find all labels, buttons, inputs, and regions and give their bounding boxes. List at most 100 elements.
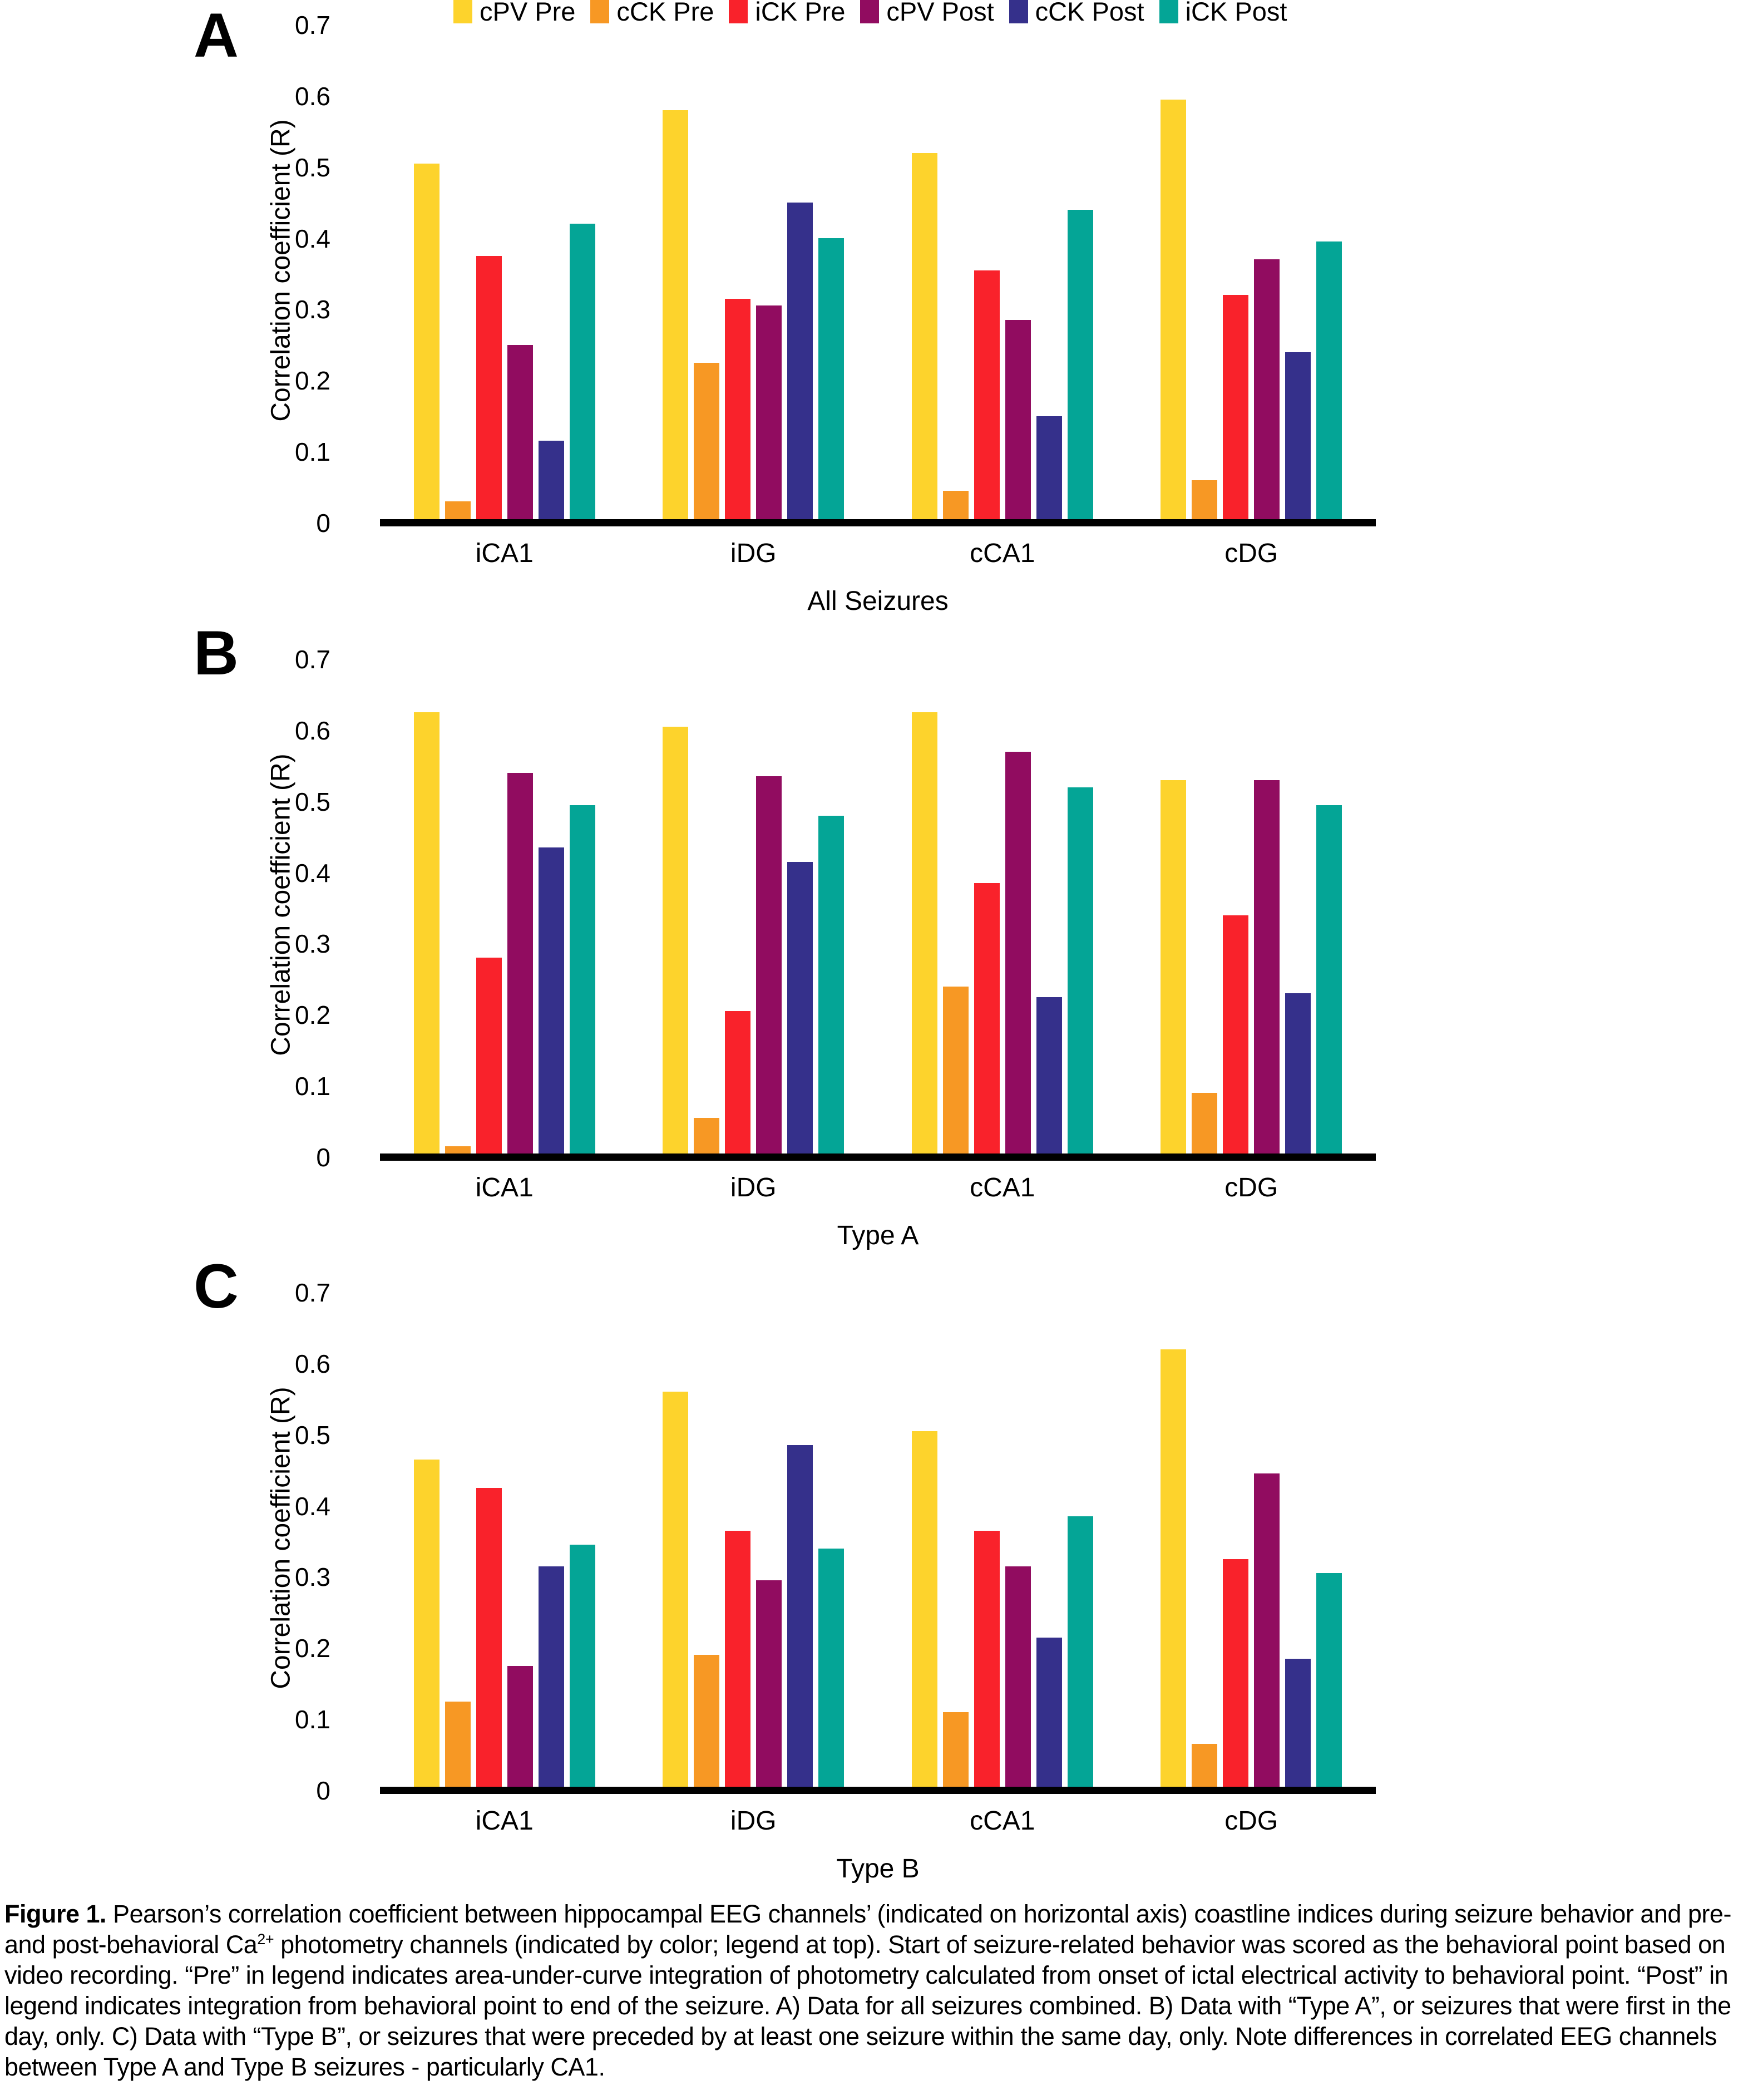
plot-area-c [380,1289,1376,1794]
bar-group-idg [663,655,845,1153]
bar-cpv-pre-cdg [1161,1349,1187,1787]
x-axis-title-a: All Seizures [807,586,949,616]
bar-cck-pre-cca1 [942,986,969,1153]
y-tick-label: 0.5 [295,787,330,816]
bar-cck-pre-cdg [1192,1093,1218,1153]
bar-cck-post-idg [787,861,813,1153]
y-tick-label: 0 [316,1143,330,1172]
bar-cpv-pre-cdg [1161,780,1187,1153]
y-tick-label: 0.3 [295,295,330,324]
bar-ick-pre-idg [725,1530,751,1787]
legend-item-cck-pre: cCK Pre [590,0,714,26]
bar-cpv-pre-cca1 [911,712,937,1153]
bar-ick-post-cca1 [1067,209,1093,519]
x-category-label-cca1: cCA1 [970,1173,1035,1202]
bar-ick-pre-ica1 [476,1488,502,1787]
x-category-label-cca1: cCA1 [970,1806,1035,1836]
bar-cpv-pre-cca1 [911,1431,937,1787]
bar-cck-post-cca1 [1036,997,1062,1153]
y-tick-label: 0 [316,1776,330,1805]
bar-ick-pre-cdg [1223,915,1249,1153]
x-axis-category-labels-c: iCA1 iDG cCA1 cDG [380,1807,1376,1835]
x-category-label-ica1: iCA1 [475,539,534,568]
bar-cck-post-idg [787,203,813,519]
bar-cpv-pre-cca1 [911,152,937,519]
bar-ick-post-ica1 [569,1545,595,1787]
y-tick-label: 0.4 [295,224,330,253]
bar-ick-post-idg [818,238,845,519]
legend-swatch-icon [860,0,880,23]
legend-swatch-icon [1159,0,1178,23]
bar-ick-pre-idg [725,1011,751,1153]
bar-cpv-post-idg [756,776,782,1153]
x-category-label-cca1: cCA1 [970,539,1035,568]
x-axis-title-b: Type A [837,1221,919,1250]
bar-cpv-pre-idg [663,110,689,519]
bar-group-ica1 [413,655,595,1153]
y-axis-ticks-b: 0.7 0.6 0.5 0.4 0.3 0.2 0.1 0 [223,647,356,1170]
x-category-label-idg: iDG [730,1173,777,1202]
bar-ick-pre-cca1 [974,883,1000,1153]
bar-ick-post-cdg [1316,241,1342,519]
bar-cck-pre-cca1 [942,490,969,519]
legend-item-cpv-pre: cPV Pre [453,0,575,26]
x-axis-title-c: Type B [836,1854,920,1884]
bar-cpv-post-ica1 [507,344,533,519]
y-tick-label: 0 [316,509,330,538]
bar-cck-post-cdg [1285,993,1311,1153]
y-tick-label: 0.4 [295,858,330,888]
bar-cck-pre-ica1 [445,501,471,519]
y-tick-label: 0.1 [295,1705,330,1734]
legend-label: iCK Post [1185,0,1287,26]
bar-cpv-pre-idg [663,1392,689,1787]
bar-cpv-post-cca1 [1005,751,1031,1153]
y-tick-label: 0.1 [295,1072,330,1101]
bar-ick-pre-cca1 [974,1530,1000,1787]
bar-cck-pre-cdg [1192,480,1218,519]
x-axis-category-labels-b: iCA1 iDG cCA1 cDG [380,1174,1376,1202]
y-tick-label: 0.2 [295,1634,330,1663]
bar-cck-post-cca1 [1036,1637,1062,1787]
y-tick-label: 0.6 [295,1349,330,1378]
panel-b-type-a: B Correlation coefficient (R) 0.7 0.6 0.5 0… [0,618,1753,1251]
bar-group-ica1 [413,21,595,519]
y-tick-label: 0.7 [295,11,330,40]
bar-cpv-pre-cdg [1161,99,1187,519]
x-category-label-cdg: cDG [1224,1806,1278,1836]
bar-group-cca1 [911,655,1093,1153]
y-tick-label: 0.7 [295,645,330,674]
bar-ick-post-cca1 [1067,1516,1093,1787]
bar-ick-post-cdg [1316,1573,1342,1787]
bar-cpv-pre-ica1 [413,163,440,519]
y-tick-label: 0.2 [295,1000,330,1030]
bar-group-cdg [1161,1289,1342,1787]
bar-cck-post-cdg [1285,352,1311,519]
bar-ick-post-cdg [1316,805,1342,1153]
y-tick-label: 0.7 [295,1278,330,1307]
legend-swatch-icon [590,0,610,23]
bar-cck-post-idg [787,1445,813,1787]
bar-cpv-pre-ica1 [413,712,440,1153]
figure-caption-superscript: 2+ [257,1931,274,1948]
legend-label: cCK Pre [616,0,714,26]
bar-cck-pre-ica1 [445,1701,471,1787]
y-tick-label: 0.5 [295,1420,330,1450]
figure-caption-text-1: Pearson’s correlation coefficient betwee… [4,1900,1731,1959]
bar-cck-pre-ica1 [445,1146,471,1153]
bar-ick-post-idg [818,1548,845,1787]
y-tick-label: 0.1 [295,437,330,467]
panel-c-letter: C [194,1251,239,1321]
bar-cpv-post-ica1 [507,772,533,1153]
bar-ick-pre-ica1 [476,255,502,519]
bar-cpv-post-cca1 [1005,320,1031,519]
y-tick-label: 0.5 [295,152,330,182]
chart-legend: cPV Pre cCK Pre iCK Pre cPV Post cCK Post iCK… [453,0,1302,26]
bar-ick-pre-cca1 [974,270,1000,519]
bar-cck-pre-idg [694,1118,720,1153]
bar-ick-pre-cdg [1223,295,1249,519]
y-tick-label: 0.3 [295,929,330,959]
bar-cpv-post-cdg [1254,1473,1280,1787]
x-axis-category-labels-a: iCA1 iDG cCA1 cDG [380,540,1376,568]
plot-area-a [380,21,1376,526]
